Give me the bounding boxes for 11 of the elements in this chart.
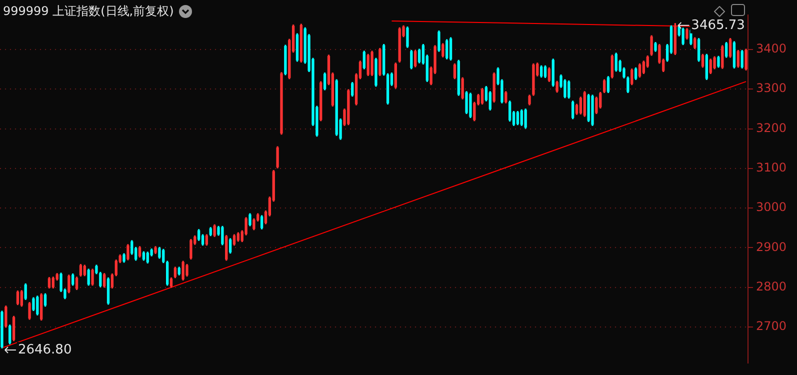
- y-tick-label: 3300: [756, 81, 787, 96]
- y-tick-label: 2900: [756, 240, 787, 254]
- y-tick-label: 3400: [756, 42, 787, 56]
- y-tick-label: 3200: [756, 120, 787, 135]
- annotation: 2646.80: [18, 342, 72, 358]
- y-tick-label: 3000: [756, 200, 787, 214]
- y-tick-label: 2700: [756, 319, 787, 334]
- y-tick-label: 2800: [756, 279, 787, 294]
- y-tick-label: 3100: [756, 160, 787, 175]
- annotation: 3465.73: [691, 18, 745, 33]
- chart-title: 999999 上证指数(日线,前复权): [3, 3, 174, 20]
